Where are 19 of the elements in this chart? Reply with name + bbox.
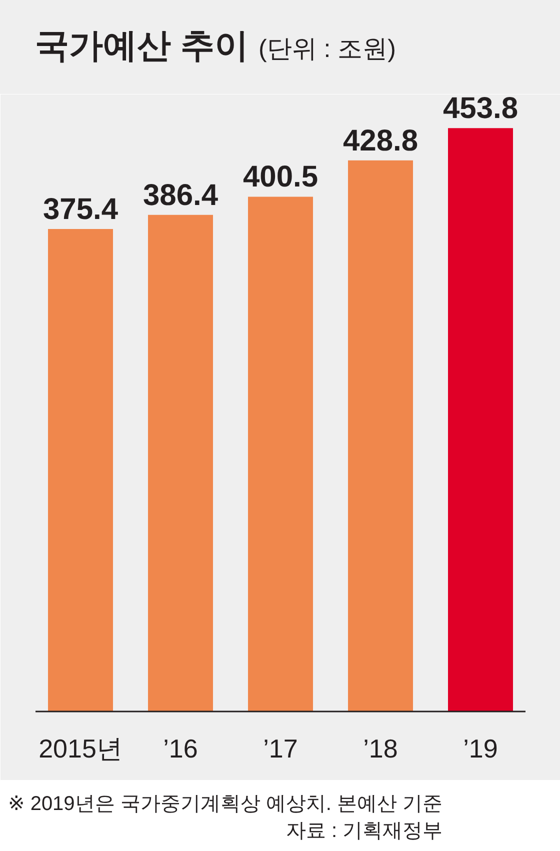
x-tick-label: ’16: [163, 734, 198, 764]
data-label: 453.8: [442, 92, 518, 126]
bar: [148, 214, 213, 712]
x-tick-label: ’17: [263, 734, 298, 764]
bar: [348, 160, 413, 712]
data-label: 386.4: [142, 178, 218, 212]
x-tick-label: ’19: [463, 734, 498, 764]
chart-subtitle: (단위 : 조원): [258, 35, 396, 63]
bar: [248, 196, 313, 712]
chart-title: 국가예산 추이: [35, 27, 248, 65]
data-label: 375.4: [42, 192, 118, 226]
data-label: 400.5: [242, 160, 318, 194]
x-tick-label: ’18: [363, 734, 398, 764]
bar: [48, 228, 113, 712]
data-label: 428.8: [342, 124, 418, 158]
x-tick-label: 2015년: [38, 734, 122, 764]
bar: [448, 128, 513, 712]
text: ※ 2019년은 국가중기계획상 예상치. 본예산 기준: [8, 792, 443, 817]
text: 자료 : 기획재정부: [284, 819, 443, 844]
